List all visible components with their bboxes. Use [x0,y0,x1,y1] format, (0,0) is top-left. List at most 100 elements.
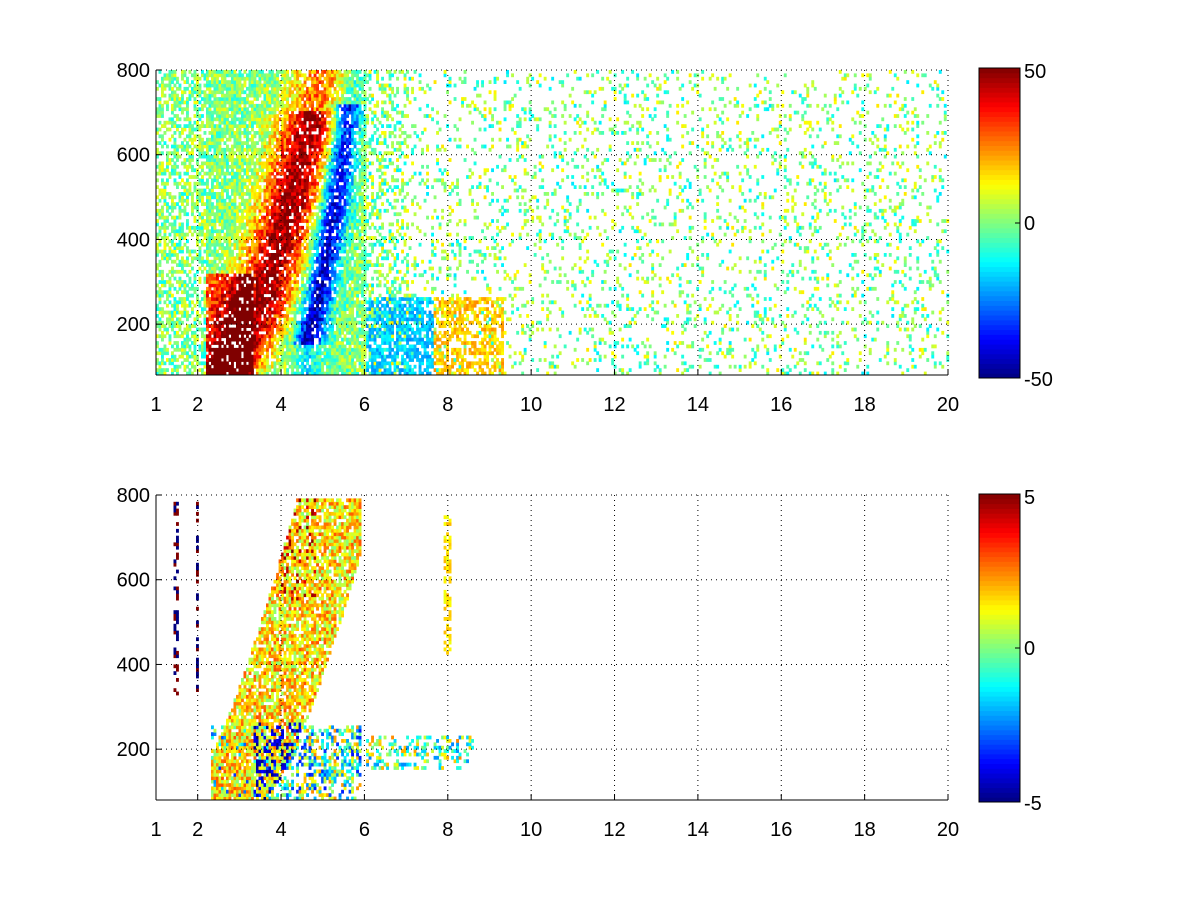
heatmap-cell [206,110,209,115]
heatmap-cell [191,154,194,159]
heatmap-cell [161,114,164,118]
heatmap-cell [298,158,302,162]
heatmap-cell [328,103,332,108]
heatmap-cell [283,239,287,244]
heatmap-cell [333,341,337,345]
heatmap-cell [256,171,259,176]
heatmap-cell [178,269,182,274]
heatmap-cell [313,246,317,250]
heatmap-cell [208,100,212,105]
heatmap-cell [326,351,329,356]
heatmap-cell [246,269,249,274]
heatmap-cell [231,185,234,189]
heatmap-cell [288,310,292,315]
heatmap-cell [243,290,247,295]
heatmap-cell [318,310,322,315]
heatmap-cell [288,242,292,247]
heatmap-cell [178,347,182,352]
heatmap-cell [258,73,262,78]
heatmap-cell [221,80,224,84]
heatmap-cell [231,110,234,115]
heatmap-cell [268,317,272,322]
heatmap-cell [158,120,162,125]
heatmap-cell [318,283,322,288]
heatmap-cell [233,371,237,376]
heatmap-cell [226,80,229,84]
heatmap-cell [223,215,227,220]
heatmap-cell [263,266,267,271]
heatmap-cell [273,222,277,227]
heatmap-cell [301,127,304,132]
heatmap-cell [291,239,294,244]
heatmap-cell [293,249,297,254]
heatmap-cell [203,73,207,78]
heatmap-cell [211,229,214,234]
heatmap-cell [323,300,327,305]
heatmap-cell [171,351,174,356]
heatmap-cell [213,242,217,247]
heatmap-cell [166,168,169,173]
heatmap-cell [273,164,277,169]
heatmap-cell [196,297,199,301]
heatmap-cell [271,185,274,189]
heatmap-cell [278,178,282,183]
heatmap-cell [221,137,224,142]
heatmap-cell [331,249,334,254]
heatmap-cell [313,161,317,166]
heatmap-cell [298,80,302,84]
heatmap-cell [303,83,307,88]
heatmap-cell [328,175,332,179]
heatmap-cell [293,76,297,81]
heatmap-cell [188,93,192,98]
heatmap-cell [186,202,189,206]
heatmap-cell [286,154,289,159]
heatmap-cell [256,86,259,91]
heatmap-cell [213,249,217,254]
heatmap-cell [308,120,312,125]
heatmap-cell [248,286,252,291]
heatmap-cell [238,93,242,98]
heatmap-cell [253,334,257,339]
heatmap-cell [176,202,179,206]
heatmap-cell [273,188,277,193]
heatmap-cell [278,141,282,145]
heatmap-cell [176,300,179,305]
heatmap-cell [191,192,194,196]
heatmap-cell [253,293,257,298]
heatmap-cell [281,154,284,159]
heatmap-cell [228,103,232,108]
heatmap-cell [216,253,219,257]
heatmap-cell [238,192,242,196]
heatmap-cell [188,192,192,196]
heatmap-cell [258,70,262,74]
heatmap-cell [266,283,269,288]
heatmap-cell [208,117,212,122]
heatmap-cell [333,266,337,271]
heatmap-cell [206,192,209,196]
heatmap-cell [326,107,329,112]
heatmap-cell [186,337,189,342]
heatmap-cell [328,73,332,78]
heatmap-cell [236,307,239,311]
heatmap-cell [286,202,289,206]
heatmap-cell [221,70,224,74]
heatmap-cell [233,161,237,166]
heatmap-cell [316,114,319,118]
heatmap-cell [171,144,174,149]
heatmap-cell [193,144,197,149]
heatmap-cell [186,141,189,145]
heatmap-cell [331,97,334,101]
heatmap-cell [196,120,199,125]
heatmap-cell [286,134,289,139]
heatmap-cell [296,73,299,78]
heatmap-cell [273,107,277,112]
heatmap-cell [268,110,272,115]
heatmap-cell [268,90,272,95]
heatmap-cell [286,273,289,278]
heatmap-cell [293,229,297,234]
heatmap-cell [246,141,249,145]
heatmap-cell [203,202,207,206]
heatmap-cell [253,154,257,159]
heatmap-cell [221,229,224,234]
heatmap-cell [221,114,224,118]
